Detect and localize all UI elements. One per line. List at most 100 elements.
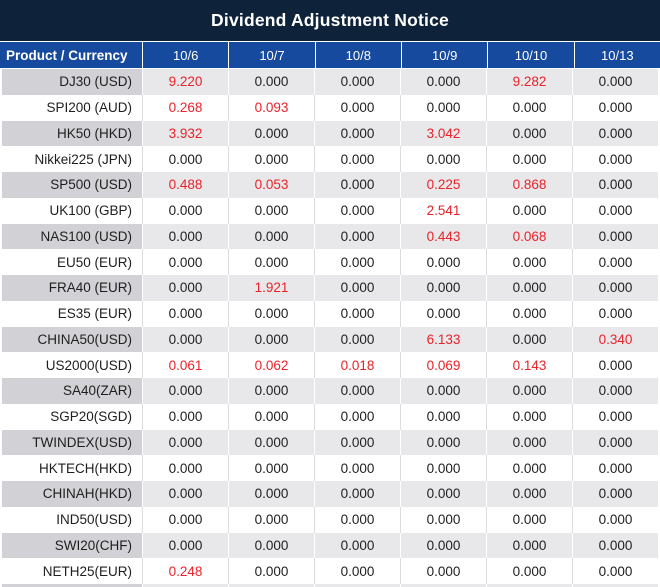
dividend-value-cell: 0.225 (400, 172, 486, 198)
dividend-value-cell: 0.000 (486, 120, 572, 147)
column-header-date: 10/6 (142, 42, 228, 68)
dividend-value-cell: 0.000 (572, 378, 658, 404)
table-row: TWINDEX(USD) 0.000 0.000 0.000 0.000 0.000 0.0… (0, 429, 660, 456)
dividend-value-cell: 0.000 (228, 120, 314, 147)
dividend-value-cell: 0.000 (400, 506, 486, 533)
dividend-value-cell: 0.000 (142, 481, 228, 507)
dividend-value-cell: 0.000 (228, 197, 314, 224)
dividend-value-cell: 0.000 (142, 506, 228, 533)
dividend-value-cell: 0.061 (142, 352, 228, 378)
product-cell: UK100 (GBP) (49, 203, 132, 219)
column-header-date: 10/9 (401, 42, 487, 68)
dividend-value-cell: 0.000 (314, 94, 400, 121)
product-cell: SPI200 (AUD) (46, 100, 132, 116)
table-header-row: Product / Currency 10/6 10/7 10/8 10/9 10/10… (0, 41, 660, 69)
dividend-value-cell: 0.000 (400, 481, 486, 507)
dividend-value-cell: 0.000 (314, 532, 400, 559)
dividend-value-cell: 0.000 (486, 378, 572, 404)
dividend-value-cell: 0.000 (486, 481, 572, 507)
table-row: CHINA50(USD) 0.000 0.000 0.000 6.133 0.000 0.3… (0, 326, 660, 353)
dividend-value-cell: 0.488 (142, 172, 228, 198)
dividend-value-cell: 0.000 (572, 403, 658, 430)
dividend-value-cell: 0.143 (486, 352, 572, 378)
dividend-value-cell: 0.000 (228, 558, 314, 584)
dividend-value-cell: 0.000 (572, 94, 658, 121)
dividend-value-cell: 0.000 (142, 146, 228, 172)
dividend-value-cell: 0.000 (228, 223, 314, 250)
dividend-value-cell: 0.000 (314, 275, 400, 301)
dividend-value-cell: 0.000 (572, 455, 658, 481)
product-cell: Nikkei225 (JPN) (34, 151, 132, 167)
page-title: Dividend Adjustment Notice (211, 10, 449, 30)
table-row: SGP20(SGD) 0.000 0.000 0.000 0.000 0.000 0.000 (0, 403, 660, 430)
dividend-value-cell: 0.000 (572, 506, 658, 533)
dividend-value-cell: 0.000 (486, 506, 572, 533)
product-cell: FRA40 (EUR) (2, 275, 142, 301)
dividend-value-cell: 0.000 (314, 172, 400, 198)
dividend-value-cell: 0.248 (142, 558, 228, 584)
dividend-value-cell: 0.000 (314, 429, 400, 456)
dividend-value-cell: 0.000 (400, 455, 486, 481)
product-cell: CHINAH(HKD) (2, 481, 142, 507)
dividend-value-cell: 0.000 (228, 69, 314, 95)
dividend-value-cell: 3.932 (142, 120, 228, 147)
dividend-value-cell: 0.000 (400, 249, 486, 275)
dividend-value-cell: 1.921 (228, 275, 314, 301)
dividend-value-cell: 0.000 (142, 300, 228, 327)
column-header-date: 10/8 (314, 42, 401, 68)
table-row: HK50 (HKD) 3.932 0.000 0.000 3.042 0.000 0.000 (0, 120, 660, 147)
dividend-value-cell: 0.000 (486, 94, 572, 121)
table-row: ES35 (EUR) 0.000 0.000 0.000 0.000 0.000 0.000 (0, 300, 660, 327)
dividend-value-cell: 3.042 (400, 120, 486, 147)
dividend-value-cell: 0.000 (486, 326, 572, 353)
dividend-value-cell: 0.000 (486, 532, 572, 559)
dividend-value-cell: 0.000 (572, 146, 658, 172)
dividend-value-cell: 0.000 (572, 429, 658, 456)
table-row: SWI20(CHF) 0.000 0.000 0.000 0.000 0.000 0.000 (0, 532, 660, 559)
title-bar: Dividend Adjustment Notice (0, 0, 660, 41)
product-cell: SGP20(SGD) (50, 409, 132, 425)
dividend-value-cell: 0.868 (486, 172, 572, 198)
dividend-value-cell: 2.541 (400, 197, 486, 224)
product-cell: SWI20(CHF) (2, 532, 142, 559)
dividend-value-cell: 0.093 (228, 94, 314, 121)
dividend-value-cell: 0.000 (572, 532, 658, 559)
product-cell: CHINA50(USD) (2, 326, 142, 353)
dividend-value-cell: 0.000 (142, 326, 228, 353)
table-row: UK100 (GBP) 0.000 0.000 0.000 2.541 0.000 0.00… (0, 197, 660, 224)
dividend-value-cell: 0.000 (400, 94, 486, 121)
product-cell: IND50(USD) (56, 512, 132, 528)
table-row: DJ30 (USD) 9.220 0.000 0.000 0.000 9.282 0.000 (0, 69, 660, 95)
product-cell: EU50 (EUR) (56, 254, 132, 270)
dividend-value-cell: 0.000 (486, 300, 572, 327)
dividend-value-cell: 0.000 (142, 429, 228, 456)
table-row: SPI200 (AUD) 0.268 0.093 0.000 0.000 0.000 0.0… (0, 94, 660, 121)
dividend-table-body: DJ30 (USD) 9.220 0.000 0.000 0.000 9.282 0.000… (0, 69, 660, 584)
product-cell: HK50 (HKD) (2, 120, 142, 147)
dividend-value-cell: 0.000 (314, 558, 400, 584)
dividend-value-cell: 0.000 (228, 455, 314, 481)
dividend-value-cell: 0.000 (572, 481, 658, 507)
table-row: HKTECH(HKD) 0.000 0.000 0.000 0.000 0.000 0.00… (0, 455, 660, 481)
dividend-value-cell: 0.000 (486, 403, 572, 430)
dividend-value-cell: 0.000 (572, 172, 658, 198)
table-row: SP500 (USD) 0.488 0.053 0.000 0.225 0.868 0.00… (0, 172, 660, 198)
dividend-value-cell: 0.000 (228, 378, 314, 404)
dividend-value-cell: 0.000 (228, 481, 314, 507)
dividend-value-cell: 0.000 (314, 300, 400, 327)
dividend-value-cell: 0.000 (142, 455, 228, 481)
dividend-value-cell: 0.000 (486, 455, 572, 481)
dividend-value-cell: 0.000 (400, 378, 486, 404)
dividend-value-cell: 0.000 (228, 532, 314, 559)
dividend-value-cell: 0.000 (572, 69, 658, 95)
dividend-value-cell: 0.000 (572, 120, 658, 147)
dividend-value-cell: 0.068 (486, 223, 572, 250)
product-cell: TWINDEX(USD) (2, 429, 142, 456)
dividend-value-cell: 0.000 (142, 249, 228, 275)
column-header-product-currency: Product / Currency (6, 47, 128, 63)
dividend-value-cell: 0.000 (486, 275, 572, 301)
dividend-value-cell: 0.000 (314, 197, 400, 224)
dividend-value-cell: 0.000 (400, 532, 486, 559)
table-row: US2000(USD) 0.061 0.062 0.018 0.069 0.143 0.00… (0, 352, 660, 378)
dividend-value-cell: 0.000 (314, 223, 400, 250)
